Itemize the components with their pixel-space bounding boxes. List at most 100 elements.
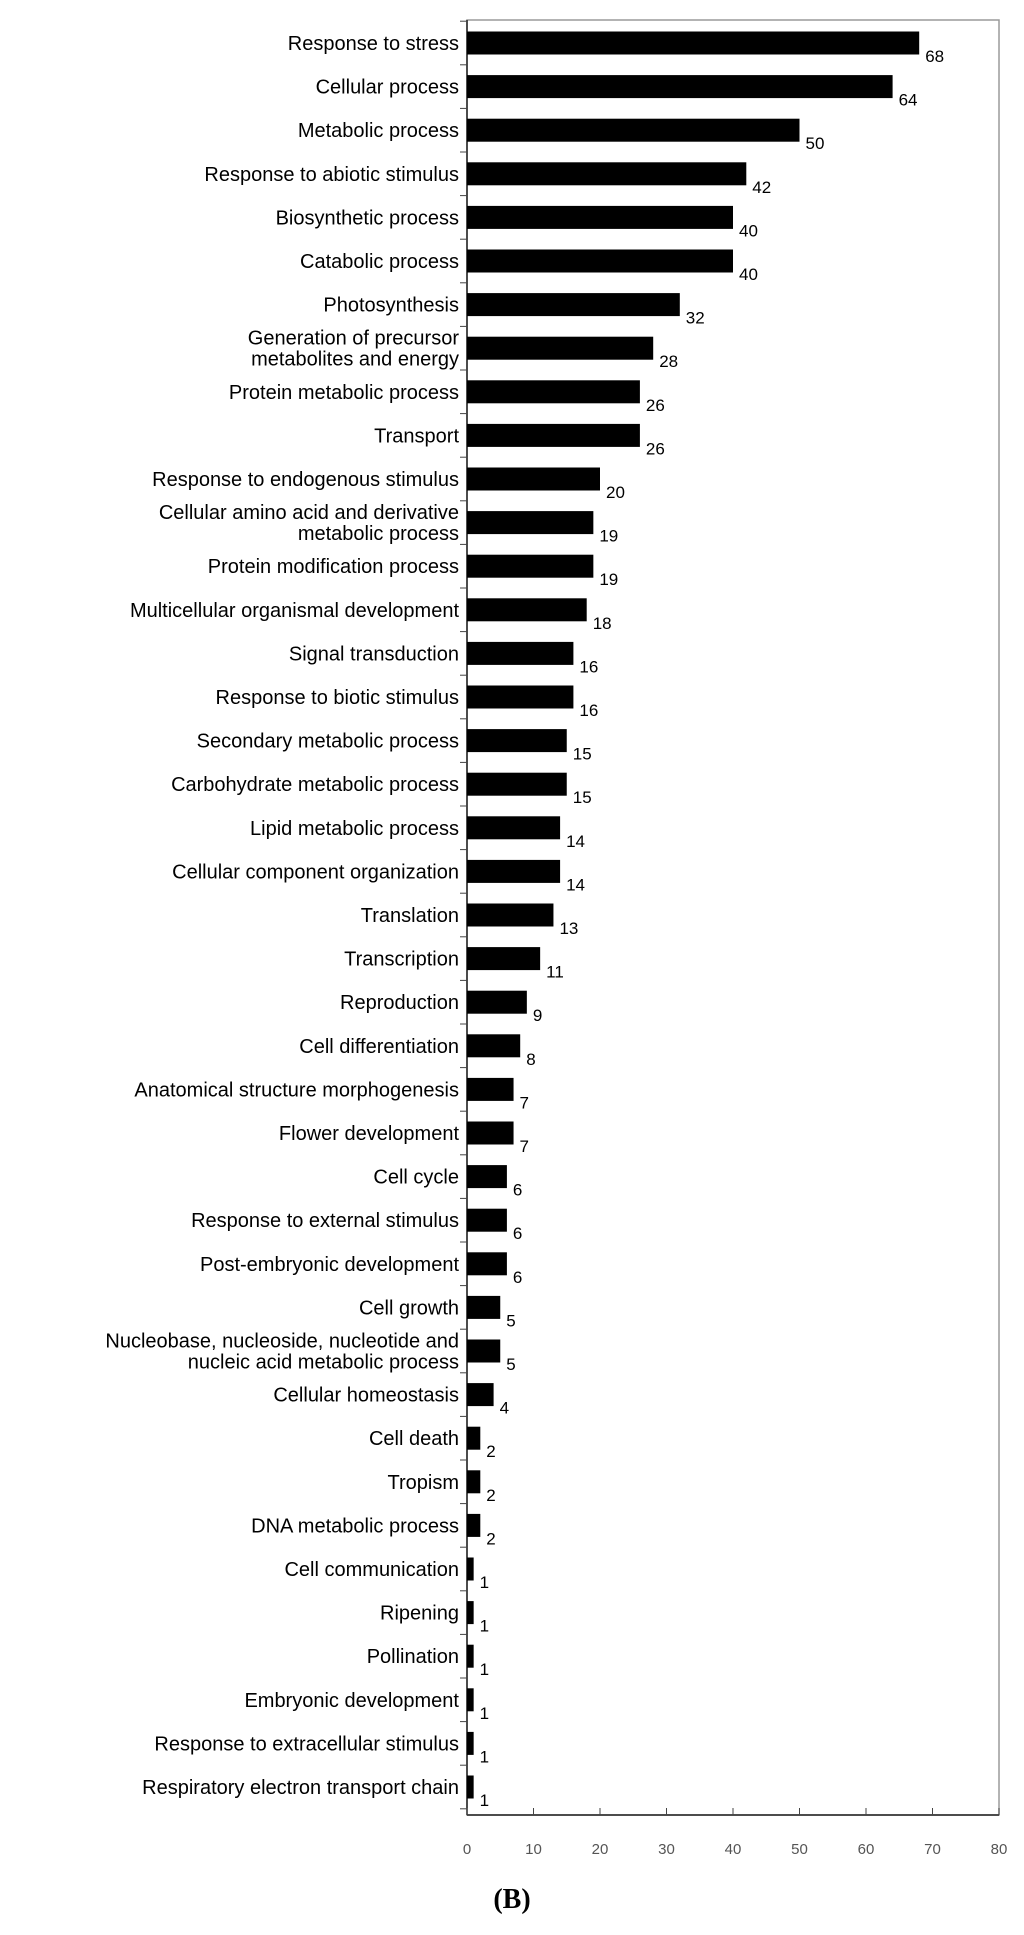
bar [467,75,893,99]
category-label: Transport [374,425,459,447]
data-label: 26 [646,439,665,458]
category-label: Anatomical structure morphogenesis [134,1079,459,1101]
bar [467,380,640,404]
data-label: 40 [739,221,758,240]
bar [467,1383,494,1407]
category-labels: Response to stress Cellular process Metabo… [105,33,459,1799]
category-label: Lipid metabolic process [250,818,459,840]
category-label: Ripening [380,1603,459,1625]
category-label: Flower development [279,1123,460,1145]
x-axis-ticks: 0 10 20 30 40 50 60 70 80 [463,1808,1007,1858]
bar [467,685,574,709]
bar [467,423,640,447]
x-tick-label: 20 [592,1841,609,1858]
bar [467,903,554,927]
data-label: 42 [752,178,771,197]
data-label: 1 [480,1791,489,1810]
bar [467,598,587,622]
bar [467,1513,481,1537]
data-label: 1 [480,1660,489,1679]
category-label: Embryonic development [244,1690,459,1712]
category-label: Transcription [344,949,459,971]
category-label: Catabolic process [300,251,459,273]
data-label: 19 [599,527,618,546]
category-label: Respiratory electron transport chain [142,1777,459,1799]
category-label: Nucleobase, nucleoside, nucleotide and nu… [105,1331,459,1374]
bar [467,205,733,229]
data-label: 7 [520,1137,529,1156]
data-label: 14 [566,875,585,894]
x-tick-label: 60 [858,1841,875,1858]
bar [467,162,747,186]
data-label: 19 [599,570,618,589]
category-label: Post-embryonic development [200,1254,459,1276]
x-tick-label: 40 [725,1841,742,1858]
data-label: 40 [739,265,758,284]
category-label: Cell death [369,1428,459,1450]
bar [467,1295,501,1319]
bar [467,1339,501,1363]
data-label: 16 [579,701,598,720]
category-label: Photosynthesis [323,295,459,317]
category-label: Tropism [388,1472,459,1494]
bar [467,1557,474,1581]
value-labels: 6864504240403228262620191918161615151414… [480,47,944,1810]
bar [467,816,561,840]
bar [467,1731,474,1755]
category-label: Response to endogenous stimulus [152,469,459,491]
data-label: 2 [486,1486,495,1505]
bar [467,467,600,491]
data-label: 26 [646,396,665,415]
data-label: 9 [533,1006,542,1025]
category-label: Cell differentiation [299,1036,459,1058]
bar [467,1644,474,1668]
data-label: 6 [513,1268,522,1287]
bar [467,1208,507,1232]
data-label: 32 [686,309,705,328]
category-label: Pollination [367,1646,459,1668]
bar [467,1775,474,1799]
bar [467,249,733,273]
data-label: 16 [579,657,598,676]
bar [467,1034,521,1058]
category-label: Metabolic process [298,120,459,142]
bar [467,1688,474,1712]
bar [467,859,561,883]
x-tick-label: 10 [525,1841,542,1858]
data-label: 4 [500,1399,509,1418]
category-label: Biosynthetic process [276,207,459,229]
data-label: 7 [520,1093,529,1112]
data-label: 2 [486,1442,495,1461]
data-label: 28 [659,352,678,371]
category-label: Protein metabolic process [229,382,459,404]
bar [467,947,541,971]
data-label: 6 [513,1181,522,1200]
bar [467,729,567,753]
data-label: 5 [506,1311,515,1330]
bar [467,554,594,578]
data-label: 13 [559,919,578,938]
data-label: 20 [606,483,625,502]
data-label: 6 [513,1224,522,1243]
bar [467,511,594,535]
category-label: Carbohydrate metabolic process [171,774,459,796]
x-tick-label: 30 [658,1841,675,1858]
category-label: Protein modification process [208,556,459,578]
data-label: 1 [480,1573,489,1592]
bar [467,118,800,142]
bar [467,1077,514,1101]
category-label: Response to abiotic stimulus [204,164,459,186]
bar [467,1252,507,1276]
bar [467,1426,481,1450]
category-label: Cellular process [316,77,459,99]
data-label: 1 [480,1617,489,1636]
x-tick-label: 0 [463,1841,471,1858]
bar [467,990,527,1014]
data-label: 50 [806,134,825,153]
data-label: 1 [480,1747,489,1766]
data-label: 64 [899,91,918,110]
category-label: Generation of precursor metabolites and e… [248,328,460,371]
category-label: Response to external stimulus [191,1210,459,1232]
data-label: 15 [573,788,592,807]
